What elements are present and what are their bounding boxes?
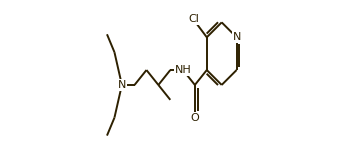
Text: N: N <box>232 32 241 42</box>
Text: O: O <box>190 113 199 123</box>
Text: NH: NH <box>175 65 191 75</box>
Text: N: N <box>118 80 126 90</box>
Text: Cl: Cl <box>188 14 199 24</box>
